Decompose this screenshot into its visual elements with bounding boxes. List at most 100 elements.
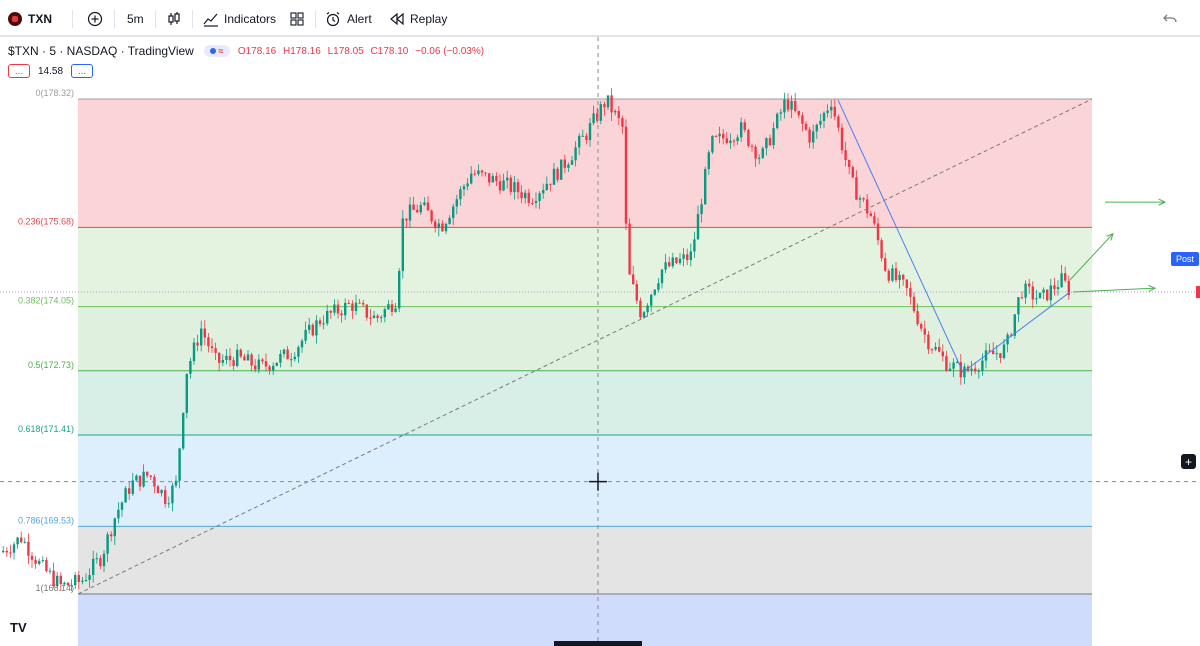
candle-body-169 xyxy=(610,95,613,113)
interval-button[interactable]: 5m xyxy=(127,0,144,37)
candle-body-271 xyxy=(977,370,980,372)
bar-style-button[interactable] xyxy=(166,0,182,37)
indicator-settings-button[interactable]: ... xyxy=(71,64,94,78)
market-open-dot-icon xyxy=(210,48,217,54)
crosshair xyxy=(0,37,1200,646)
candle-body-87 xyxy=(315,320,318,336)
candle-body-119 xyxy=(430,210,433,222)
candle-body-59 xyxy=(214,348,217,353)
candle-body-149 xyxy=(538,193,541,201)
symbol-search-button[interactable]: TXN xyxy=(8,0,52,37)
candle-body-19 xyxy=(70,585,73,587)
fib-zone-1 xyxy=(78,227,1092,307)
candle-body-38 xyxy=(138,475,142,487)
indicators-button[interactable]: Indicators xyxy=(203,0,276,37)
candle-body-90 xyxy=(326,310,329,324)
indicator-more-button[interactable]: ... xyxy=(8,64,30,78)
candle-body-37 xyxy=(135,475,138,481)
arrow-head-1 xyxy=(1106,232,1114,241)
low-value: L178.05 xyxy=(327,45,364,57)
candle-body-278 xyxy=(1002,344,1006,359)
candle-body-46 xyxy=(167,503,170,505)
candle-body-253 xyxy=(912,296,916,312)
candle-body-58 xyxy=(210,346,214,349)
candle-body-198 xyxy=(714,136,718,138)
candle-body-184 xyxy=(664,262,667,270)
candle-body-220 xyxy=(794,101,797,111)
candle-body-279 xyxy=(1006,334,1009,345)
candle-body-158 xyxy=(570,160,574,165)
drawing-arrows[interactable] xyxy=(1069,198,1167,293)
candle-body-244 xyxy=(880,240,883,259)
candle-body-112 xyxy=(405,218,408,221)
candle-body-221 xyxy=(797,110,800,116)
candle-body-183 xyxy=(660,269,664,284)
layouts-button[interactable] xyxy=(289,0,305,37)
candle-body-176 xyxy=(635,284,638,301)
candle-body-181 xyxy=(653,289,656,295)
candle-body-142 xyxy=(513,182,516,192)
candle-body-78 xyxy=(282,349,286,354)
candle-body-75 xyxy=(272,365,275,371)
candle-body-2 xyxy=(9,552,12,554)
undo-icon xyxy=(1163,14,1177,23)
candle-body-69 xyxy=(250,354,253,366)
candle-body-107 xyxy=(387,304,390,310)
candle-body-120 xyxy=(434,221,437,229)
candle-body-163 xyxy=(588,123,592,140)
market-status-pill[interactable]: ≈ xyxy=(203,45,230,57)
candle-body-64 xyxy=(232,360,235,366)
alert-button[interactable]: Alert xyxy=(325,0,372,37)
replay-button[interactable]: Replay xyxy=(389,0,447,37)
candle-body-128 xyxy=(462,186,466,190)
crosshair-add-button[interactable]: + xyxy=(1181,454,1196,469)
plus-icon: + xyxy=(1184,454,1192,469)
candle-body-82 xyxy=(297,347,300,357)
candle-body-260 xyxy=(938,347,941,352)
candle-body-235 xyxy=(848,160,851,168)
candle-body-246 xyxy=(887,270,890,281)
price-chart[interactable]: 0(178.32) 0.236(175.68) 0.382(174.05) 0.5(1… xyxy=(0,37,1200,646)
indicator-value: 14.58 xyxy=(38,65,64,77)
candle-body-6 xyxy=(23,541,26,543)
candle-body-105 xyxy=(380,317,383,319)
toolbar-divider xyxy=(192,10,193,28)
candle-body-175 xyxy=(632,274,635,285)
tradingview-logo[interactable]: TV xyxy=(10,620,27,635)
drawing-trendlines[interactable] xyxy=(77,98,1093,595)
candle-body-189 xyxy=(682,254,685,259)
candle-body-88 xyxy=(318,320,322,324)
indicator-legend-row: ... 14.58 ... xyxy=(8,64,94,78)
candle-body-32 xyxy=(117,509,120,519)
candle-body-254 xyxy=(916,311,919,325)
candle-body-164 xyxy=(592,113,595,124)
candle-body-4 xyxy=(16,537,19,545)
candle-body-74 xyxy=(268,366,271,371)
candle-body-188 xyxy=(678,258,682,264)
candle-body-261 xyxy=(941,351,944,357)
candle-body-79 xyxy=(286,349,289,360)
open-value: O178.16 xyxy=(237,45,277,57)
candle-body-147 xyxy=(531,203,534,205)
compare-add-button[interactable] xyxy=(87,0,103,37)
candle-body-110 xyxy=(398,270,401,309)
fib-level-labels: 0(178.32) 0.236(175.68) 0.382(174.05) 0.5(1… xyxy=(18,88,74,593)
candle-body-282 xyxy=(1017,297,1020,315)
candle-body-49 xyxy=(178,448,181,481)
candle-body-50 xyxy=(182,412,185,449)
undo-button[interactable] xyxy=(1162,10,1178,30)
candle-body-67 xyxy=(243,356,246,361)
candle-body-159 xyxy=(574,147,577,161)
fib-label-0.786: 0.786(169.53) xyxy=(18,515,74,525)
candle-body-29 xyxy=(106,534,109,554)
legend-title[interactable]: $TXN · 5 · NASDAQ · TradingView xyxy=(8,44,194,58)
candle-body-116 xyxy=(419,204,422,213)
candle-body-16 xyxy=(59,575,62,585)
candle-body-269 xyxy=(970,368,973,371)
candle-body-14 xyxy=(52,570,55,586)
candle-body-114 xyxy=(412,204,415,210)
candle-body-129 xyxy=(466,183,469,187)
candle-body-76 xyxy=(275,362,278,366)
candle-body-108 xyxy=(390,304,394,312)
candle-body-275 xyxy=(992,350,995,355)
